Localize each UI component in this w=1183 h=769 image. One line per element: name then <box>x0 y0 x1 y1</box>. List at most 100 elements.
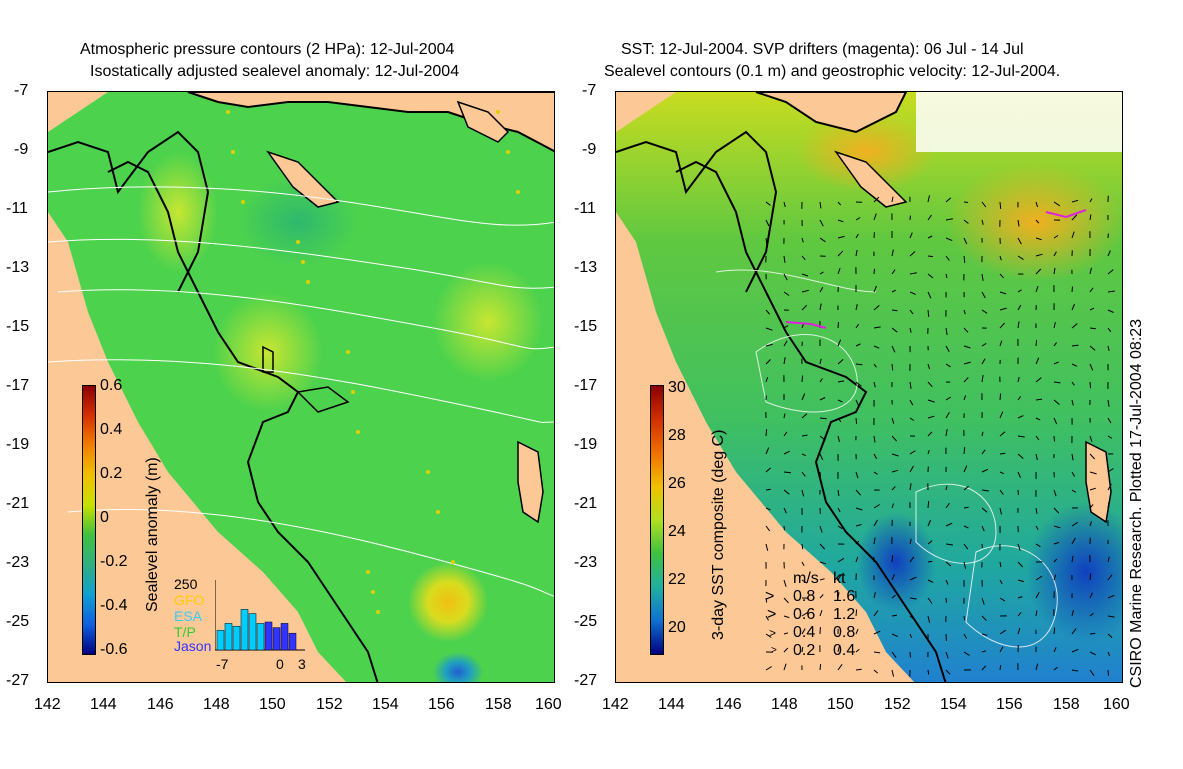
velocity-legend-kt: 1.2 <box>833 606 856 623</box>
right-colorbar-tick: 22 <box>668 571 686 588</box>
velocity-arrow <box>945 396 952 401</box>
velocity-arrow <box>891 345 896 353</box>
velocity-arrow <box>999 507 1002 515</box>
velocity-arrow <box>1071 363 1078 367</box>
velocity-arrow <box>873 285 877 293</box>
velocity-arrow <box>1053 489 1057 497</box>
histogram-bar <box>216 630 225 651</box>
histogram-xtick: -7 <box>216 656 229 672</box>
velocity-arrow <box>765 309 771 315</box>
velocity-arrow <box>765 201 771 206</box>
velocity-arrow <box>1053 417 1058 425</box>
velocity-arrow <box>945 651 949 659</box>
velocity-arrow <box>801 255 806 261</box>
right-colorbar-tick: 30 <box>668 379 686 396</box>
velocity-arrow <box>963 447 966 455</box>
velocity-arrow-icon: > <box>771 645 777 656</box>
velocity-arrow <box>765 633 772 638</box>
velocity-arrow <box>1017 321 1020 329</box>
right-y-tick: -11 <box>574 200 596 217</box>
left-colorbar-tick: 0.6 <box>100 377 123 394</box>
velocity-arrow <box>1089 327 1096 330</box>
velocity-arrow <box>1089 363 1094 371</box>
velocity-arrow <box>765 343 773 347</box>
velocity-arrow <box>837 219 844 223</box>
velocity-arrow <box>909 597 917 600</box>
velocity-arrow <box>927 255 933 258</box>
velocity-arrow <box>1107 669 1109 676</box>
velocity-arrow <box>819 397 826 401</box>
velocity-arrow <box>1053 647 1057 653</box>
velocity-arrow <box>891 309 898 312</box>
velocity-arrow <box>891 435 897 442</box>
velocity-arrow <box>927 399 935 403</box>
velocity-arrow <box>1071 521 1078 527</box>
sst-cold-patch <box>856 512 936 612</box>
velocity-arrow <box>873 213 877 221</box>
velocity-arrow <box>1107 399 1110 407</box>
velocity-arrow <box>945 429 948 437</box>
velocity-arrow <box>801 289 809 293</box>
velocity-arrow <box>963 219 969 224</box>
velocity-arrow <box>855 556 859 563</box>
velocity-arrow <box>1089 435 1093 442</box>
pressure-contours <box>48 186 554 597</box>
velocity-arrow <box>891 417 895 424</box>
velocity-arrow <box>765 429 768 437</box>
png-coast <box>755 92 908 134</box>
velocity-arrow <box>765 543 769 551</box>
velocity-arrow <box>1089 612 1094 617</box>
left-colorbar-tick: -0.2 <box>100 553 128 570</box>
left-y-tick: -7 <box>14 82 29 99</box>
right-y-tick: -7 <box>582 82 597 99</box>
velocity-arrow <box>873 471 878 475</box>
velocity-arrow <box>783 357 786 365</box>
histogram-bar <box>256 623 265 651</box>
velocity-arrow <box>909 633 913 638</box>
velocity-arrow <box>1107 417 1112 424</box>
velocity-arrow <box>783 201 786 208</box>
velocity-arrow <box>837 267 841 275</box>
histogram-xtick: 3 <box>298 656 306 672</box>
right-x-tick: 154 <box>940 696 967 713</box>
velocity-arrow <box>873 345 880 349</box>
velocity-arrow <box>963 361 971 365</box>
velocity-arrow <box>927 500 930 509</box>
left-x-tick: 150 <box>259 696 286 713</box>
velocity-arrow <box>891 453 899 457</box>
velocity-arrow <box>1053 381 1061 384</box>
velocity-arrow <box>1071 199 1079 203</box>
velocity-arrow <box>927 669 930 675</box>
island-chain <box>266 150 340 208</box>
velocity-arrow <box>1107 483 1112 491</box>
velocity-arrow <box>801 543 804 550</box>
velocity-arrow <box>801 273 809 277</box>
velocity-arrow <box>819 219 824 227</box>
velocity-arrow <box>765 447 770 455</box>
velocity-arrow <box>1071 323 1078 329</box>
velocity-arrow <box>1017 435 1025 438</box>
velocity-arrow <box>999 322 1005 329</box>
left-map-svg <box>48 92 554 682</box>
velocity-arrow <box>1017 579 1024 583</box>
velocity-arrow <box>963 525 969 529</box>
velocity-arrow <box>783 647 789 653</box>
histogram-bar <box>272 627 281 651</box>
velocity-arrow <box>981 291 986 299</box>
velocity-arrow <box>783 525 785 531</box>
left-x-tick: 154 <box>372 696 399 713</box>
velocity-arrow <box>999 307 1007 311</box>
velocity-arrow <box>999 273 1004 279</box>
velocity-arrow <box>999 393 1002 401</box>
altimeter-histogram: 250 GFO ESA T/P Jason -7 0 3 <box>172 576 307 672</box>
velocity-arrow <box>981 358 986 365</box>
velocity-arrow <box>891 574 895 581</box>
velocity-arrow <box>855 489 862 496</box>
velocity-arrow <box>963 309 966 315</box>
velocity-arrow <box>1071 669 1079 672</box>
sst-cold-patch <box>1026 502 1122 642</box>
velocity-arrow <box>963 465 968 473</box>
velocity-legend-kt: 0.8 <box>833 624 856 641</box>
velocity-arrow <box>1071 231 1075 239</box>
velocity-arrow <box>801 471 806 477</box>
